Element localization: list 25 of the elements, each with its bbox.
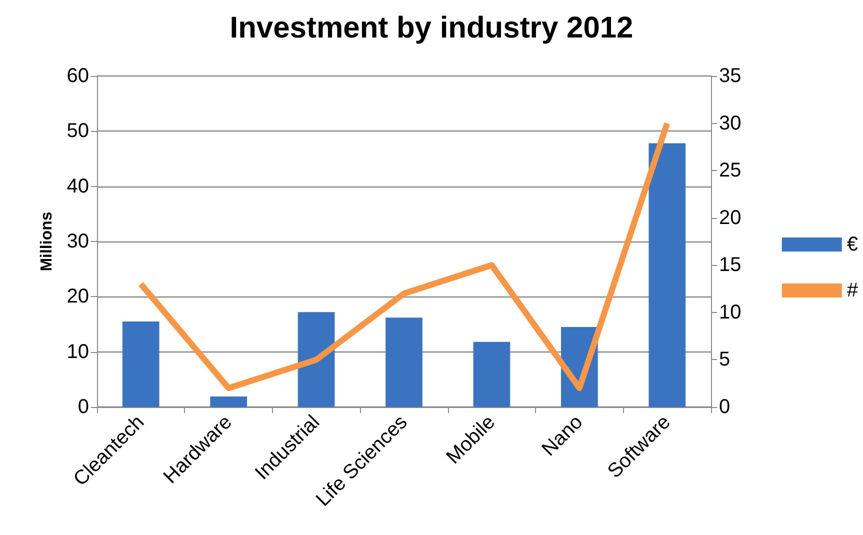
y2-tick-label: 35 [719,65,742,87]
y2-tick-label: 5 [719,348,730,371]
legend-label: € [846,234,858,256]
legend-label: # [846,280,859,302]
y-tick-label: 50 [66,120,89,142]
chart-title: Investment by industry 2012 [230,12,634,44]
y-tick-label: 60 [66,65,89,87]
y-tick-label: 20 [66,286,89,308]
y2-tick-label: 25 [719,160,742,182]
y2-tick-label: 20 [719,206,742,229]
y-tick-label: 0 [78,396,89,418]
y2-tick-label: 15 [719,254,742,276]
y2-tick-label: 30 [719,112,742,134]
bar [648,143,686,407]
y-axis-title: Millions [38,212,56,272]
bar [386,318,422,407]
bar [210,396,247,407]
y-tick-label: 30 [66,230,89,252]
bar [473,342,510,407]
y2-tick-label: 10 [719,301,742,324]
y-tick-label: 10 [66,340,89,363]
y2-tick-label: 0 [719,396,730,418]
y-tick-label: 40 [66,175,89,198]
bar [298,312,335,407]
bar [122,321,160,407]
